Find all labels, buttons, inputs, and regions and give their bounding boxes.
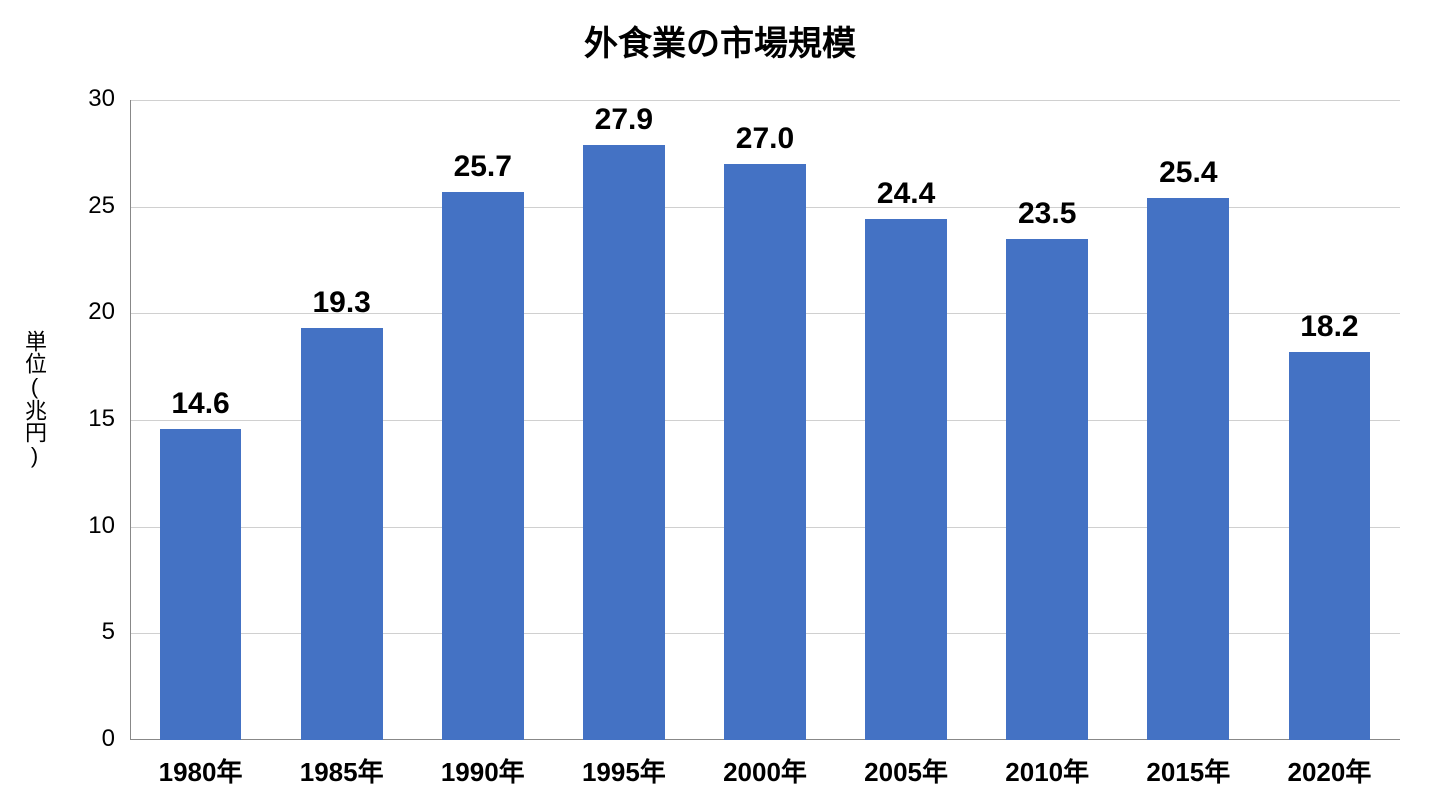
y-tick-label: 30 (60, 85, 115, 113)
y-axis-label: 単位(兆円) (18, 330, 50, 468)
bar (865, 219, 947, 740)
bar-value-label: 14.6 (171, 387, 229, 421)
bar (301, 328, 383, 740)
y-tick-label: 5 (60, 618, 115, 646)
y-tick-label: 25 (60, 192, 115, 220)
bar-slot: 25.7 (412, 100, 553, 740)
x-axis-label: 1990年 (412, 752, 553, 789)
bar (442, 192, 524, 740)
bar-slot: 24.4 (836, 100, 977, 740)
bar (724, 164, 806, 740)
bar-value-label: 25.4 (1159, 156, 1217, 190)
chart-title: 外食業の市場規模 (0, 16, 1440, 65)
bar-slot: 27.0 (694, 100, 835, 740)
y-tick-label: 10 (60, 512, 115, 540)
x-axis-labels: 1980年1985年1990年1995年2000年2005年2010年2015年… (130, 752, 1400, 789)
bar-slot: 14.6 (130, 100, 271, 740)
bar-value-label: 24.4 (877, 177, 935, 211)
bar (583, 145, 665, 740)
bar (160, 429, 242, 740)
bar (1147, 198, 1229, 740)
bar (1289, 352, 1371, 740)
bar-slot: 27.9 (553, 100, 694, 740)
plot-area: 14.6 19.3 25.7 27.9 27.0 24.4 23.5 25.4 18.2 (130, 100, 1400, 740)
bar-slot: 19.3 (271, 100, 412, 740)
x-axis-label: 2015年 (1118, 752, 1259, 789)
bar-value-label: 18.2 (1300, 310, 1358, 344)
bar-value-label: 27.0 (736, 122, 794, 156)
bar-value-label: 27.9 (595, 103, 653, 137)
bar-value-label: 25.7 (454, 150, 512, 184)
bar-slot: 18.2 (1259, 100, 1400, 740)
y-tick-label: 0 (60, 725, 115, 753)
y-tick-label: 20 (60, 298, 115, 326)
x-axis-label: 1995年 (553, 752, 694, 789)
bar-value-label: 23.5 (1018, 197, 1076, 231)
x-axis-label: 1985年 (271, 752, 412, 789)
bar-slot: 25.4 (1118, 100, 1259, 740)
x-axis-label: 1980年 (130, 752, 271, 789)
bar-value-label: 19.3 (312, 286, 370, 320)
bar (1006, 239, 1088, 740)
y-tick-label: 15 (60, 405, 115, 433)
x-axis-label: 2010年 (977, 752, 1118, 789)
bar-slot: 23.5 (977, 100, 1118, 740)
x-axis-label: 2020年 (1259, 752, 1400, 789)
x-axis-label: 2000年 (694, 752, 835, 789)
bar-chart: 外食業の市場規模 単位(兆円) 14.6 19.3 25.7 27.9 27.0 24.4… (0, 0, 1440, 810)
x-axis-label: 2005年 (836, 752, 977, 789)
bars-row: 14.6 19.3 25.7 27.9 27.0 24.4 23.5 25.4 18.2 (130, 100, 1400, 740)
